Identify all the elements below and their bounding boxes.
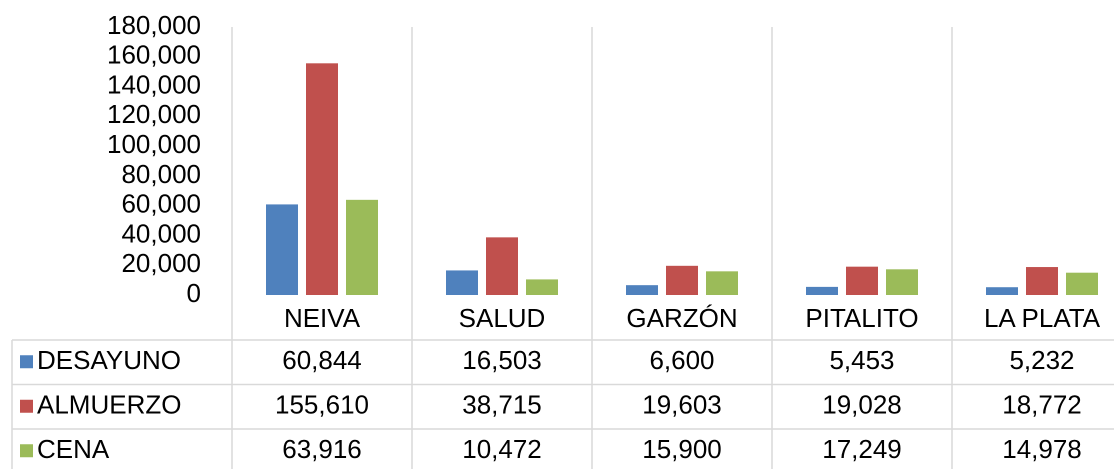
category-label: SALUD [459,303,546,333]
y-tick-label: 60,000 [121,189,201,219]
table-value: 6,600 [649,345,714,375]
y-tick-label: 80,000 [121,159,201,189]
table-value: 16,503 [462,345,542,375]
bar [526,279,558,295]
category-label: GARZÓN [626,303,737,333]
table-value: 5,232 [1009,345,1074,375]
bar [666,265,698,295]
table-value: 5,453 [829,345,894,375]
y-tick-label: 140,000 [107,69,201,99]
bar [806,286,838,295]
bar [1026,267,1058,295]
bar [1066,272,1098,295]
category-label: NEIVA [284,303,361,333]
table-value: 14,978 [1002,434,1082,464]
bar [346,199,378,295]
bar [446,270,478,295]
bar [626,285,658,295]
bar [706,271,738,295]
table-value: 15,900 [642,434,722,464]
bar [306,63,338,296]
legend-key [20,399,33,413]
y-tick-label: 100,000 [107,129,201,159]
table-value: 38,715 [462,390,542,420]
y-tick-label: 120,000 [107,99,201,129]
table-value: 60,844 [282,345,362,375]
bar [886,269,918,295]
legend-label: ALMUERZO [37,390,181,420]
table-value: 155,610 [275,390,369,420]
y-tick-label: 0 [187,278,201,308]
y-tick-label: 160,000 [107,40,201,70]
category-label: LA PLATA [984,303,1101,333]
table-value: 17,249 [822,434,902,464]
y-tick-label: 40,000 [121,218,201,248]
table-value: 63,916 [282,434,362,464]
legend-key [20,444,33,458]
table-value: 18,772 [1002,390,1082,420]
legend-label: CENA [37,434,110,464]
y-tick-label: 20,000 [121,248,201,278]
y-tick-label: 180,000 [107,10,201,40]
category-label: PITALITO [805,303,918,333]
table-value: 10,472 [462,434,542,464]
table-value: 19,028 [822,390,902,420]
bar [266,204,298,295]
table-value: 19,603 [642,390,722,420]
bar [846,266,878,295]
legend-key [20,355,33,369]
bar [986,287,1018,295]
legend-label: DESAYUNO [37,345,181,375]
bar [486,237,518,295]
